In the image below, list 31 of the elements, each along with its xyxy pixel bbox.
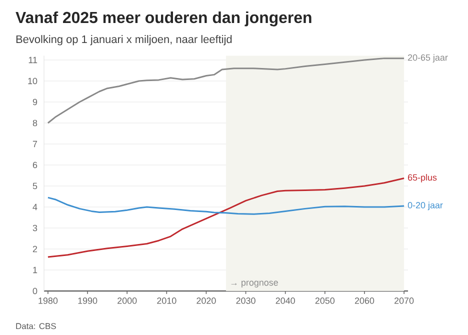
series-label: 0-20 jaar (408, 202, 443, 210)
band-label: → prognose (231, 280, 278, 288)
x-tick-label: 1990 (78, 298, 98, 304)
y-tick-label: 9 (32, 98, 38, 106)
chart-subtitle: Bevolking op 1 januari x miljoen, naar leeftijd (16, 35, 232, 46)
line-series (47, 58, 405, 124)
y-tick-label: 11 (28, 56, 38, 64)
y-tick-label: 1 (33, 266, 38, 274)
y-tick-label: 8 (32, 120, 38, 126)
y-tick-label: 3 (32, 224, 38, 232)
x-tick-label: 2030 (236, 298, 256, 304)
y-tick-label: 5 (32, 182, 38, 190)
y-tick-label: 6 (32, 162, 38, 168)
x-tick-label: 2000 (118, 298, 137, 304)
x-tick-label: 2020 (196, 298, 216, 304)
x-tick-label: 2050 (315, 298, 335, 304)
x-tick-label: 2040 (276, 298, 295, 304)
x-tick-label: 2060 (354, 298, 374, 304)
y-tick-label: 0 (32, 288, 38, 294)
chart-title: Vanaf 2025 meer ouderen dan jongeren (16, 11, 312, 26)
x-tick-label: 2070 (394, 298, 414, 304)
series-label: 65-plus (408, 174, 437, 182)
x-tick-label: 2010 (157, 298, 176, 304)
x-tick-label: 1980 (38, 298, 58, 304)
y-tick-label: 2 (32, 246, 38, 252)
y-tick-label: 7 (32, 140, 38, 148)
y-tick-label: 4 (32, 204, 38, 210)
y-tick-label: 10 (28, 78, 38, 84)
text: Data: CBS (16, 323, 56, 330)
series-label: 20-65 jaar (408, 54, 448, 62)
line-series (47, 196, 405, 215)
